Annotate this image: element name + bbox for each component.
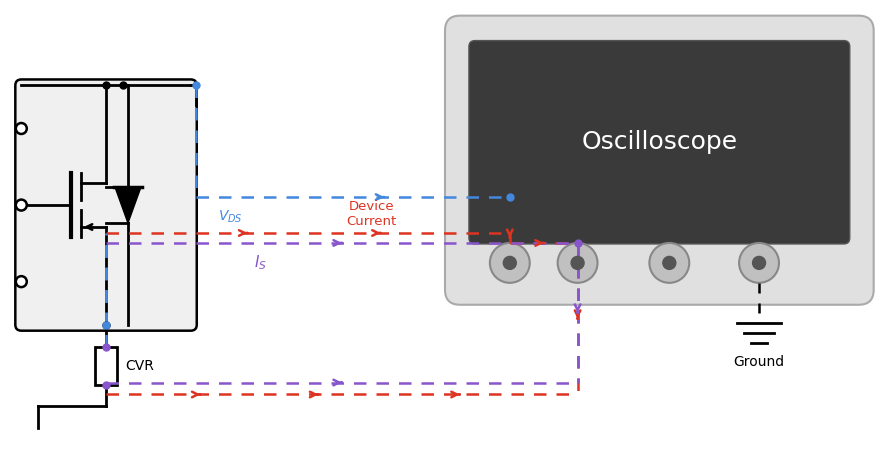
FancyBboxPatch shape bbox=[15, 80, 197, 331]
Text: $I_S$: $I_S$ bbox=[254, 253, 267, 272]
Circle shape bbox=[753, 257, 765, 269]
Text: Oscilloscope: Oscilloscope bbox=[582, 130, 738, 154]
Circle shape bbox=[663, 257, 676, 269]
Circle shape bbox=[16, 200, 27, 211]
Circle shape bbox=[649, 243, 690, 283]
Circle shape bbox=[558, 243, 598, 283]
Text: Device
Current: Device Current bbox=[347, 200, 397, 228]
Polygon shape bbox=[115, 187, 141, 223]
Circle shape bbox=[16, 123, 27, 134]
Bar bbox=[95, 347, 117, 384]
FancyBboxPatch shape bbox=[469, 40, 850, 244]
Text: Ground: Ground bbox=[733, 354, 785, 369]
Circle shape bbox=[490, 243, 530, 283]
Circle shape bbox=[16, 276, 27, 287]
Circle shape bbox=[739, 243, 779, 283]
Circle shape bbox=[503, 257, 516, 269]
Text: CVR: CVR bbox=[125, 359, 153, 373]
Circle shape bbox=[571, 257, 584, 269]
FancyBboxPatch shape bbox=[445, 15, 873, 305]
Text: $V_{DS}$: $V_{DS}$ bbox=[218, 209, 243, 226]
